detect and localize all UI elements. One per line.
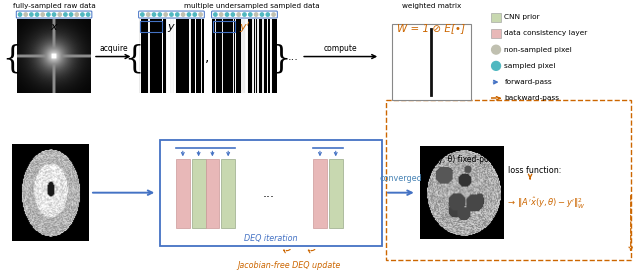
Text: weighted matrix: weighted matrix: [402, 3, 461, 9]
Text: $y$: $y$: [167, 22, 176, 33]
Text: fully-sampled raw data: fully-sampled raw data: [13, 3, 95, 9]
Bar: [329, 159, 342, 228]
Text: DEQ iteration: DEQ iteration: [244, 234, 298, 243]
Circle shape: [35, 13, 39, 16]
Circle shape: [164, 13, 167, 16]
Circle shape: [492, 61, 500, 70]
Circle shape: [188, 13, 191, 16]
Bar: [205, 159, 220, 228]
Circle shape: [225, 13, 228, 16]
Circle shape: [147, 13, 150, 16]
Text: sampled pixel: sampled pixel: [504, 63, 556, 69]
Circle shape: [170, 13, 173, 16]
Circle shape: [255, 13, 258, 16]
Circle shape: [243, 13, 246, 16]
Text: multiple undersampled sampled data: multiple undersampled sampled data: [184, 3, 320, 9]
Bar: [176, 159, 189, 228]
Text: backward-pass: backward-pass: [504, 95, 559, 101]
Bar: [313, 159, 327, 228]
Circle shape: [231, 13, 234, 16]
Circle shape: [214, 13, 217, 16]
Text: }: }: [271, 43, 290, 74]
Bar: [192, 159, 205, 228]
Circle shape: [260, 13, 264, 16]
Text: loss function:: loss function:: [508, 166, 562, 175]
Circle shape: [181, 13, 185, 16]
Circle shape: [158, 13, 161, 16]
Circle shape: [193, 13, 196, 16]
Text: $y'$: $y'$: [239, 20, 250, 35]
Circle shape: [64, 13, 67, 16]
Circle shape: [175, 13, 179, 16]
Circle shape: [24, 13, 28, 16]
Circle shape: [52, 13, 56, 16]
Circle shape: [220, 13, 223, 16]
Circle shape: [81, 13, 84, 16]
Bar: [491, 13, 502, 22]
Text: non-sampled pixel: non-sampled pixel: [504, 47, 572, 53]
Circle shape: [248, 13, 252, 16]
Text: ...: ...: [287, 52, 298, 62]
Circle shape: [141, 13, 144, 16]
Circle shape: [86, 13, 90, 16]
Text: $x$: $x$: [49, 22, 58, 32]
Bar: [213, 21, 235, 32]
Circle shape: [75, 13, 79, 16]
Circle shape: [19, 13, 22, 16]
Text: W = 1 ⊘ E[•]: W = 1 ⊘ E[•]: [397, 23, 465, 33]
Circle shape: [69, 13, 73, 16]
Text: {: {: [3, 43, 22, 74]
Text: converged: converged: [380, 174, 422, 183]
FancyBboxPatch shape: [16, 11, 92, 18]
Circle shape: [492, 45, 500, 54]
Text: ˆx(y, θ) fixed-point: ˆx(y, θ) fixed-point: [427, 154, 499, 164]
Bar: [392, 24, 471, 100]
Text: {: {: [124, 43, 143, 74]
Text: ,: ,: [205, 50, 210, 64]
Circle shape: [266, 13, 269, 16]
Circle shape: [152, 13, 156, 16]
Bar: [386, 100, 630, 259]
Circle shape: [272, 13, 275, 16]
Text: data consistency layer: data consistency layer: [504, 30, 588, 36]
Text: $\rightarrow\,\|A^{\prime}\hat{x}(y,\theta)-y^{\prime}\|^2_W$: $\rightarrow\,\|A^{\prime}\hat{x}(y,\the…: [506, 196, 586, 211]
Bar: [140, 21, 162, 32]
FancyBboxPatch shape: [212, 11, 277, 18]
Circle shape: [58, 13, 61, 16]
FancyBboxPatch shape: [139, 11, 204, 18]
Text: compute: compute: [324, 44, 358, 53]
Circle shape: [41, 13, 44, 16]
Text: Jacobian-free DEQ update: Jacobian-free DEQ update: [237, 261, 340, 270]
Circle shape: [29, 13, 33, 16]
Bar: [221, 159, 235, 228]
Bar: [160, 140, 382, 246]
Text: CNN prior: CNN prior: [504, 14, 540, 20]
Text: forward-pass: forward-pass: [504, 79, 552, 85]
Circle shape: [47, 13, 50, 16]
Circle shape: [199, 13, 202, 16]
Text: ...: ...: [262, 187, 275, 200]
Circle shape: [237, 13, 241, 16]
Bar: [491, 29, 502, 38]
Text: acquire: acquire: [99, 44, 128, 53]
